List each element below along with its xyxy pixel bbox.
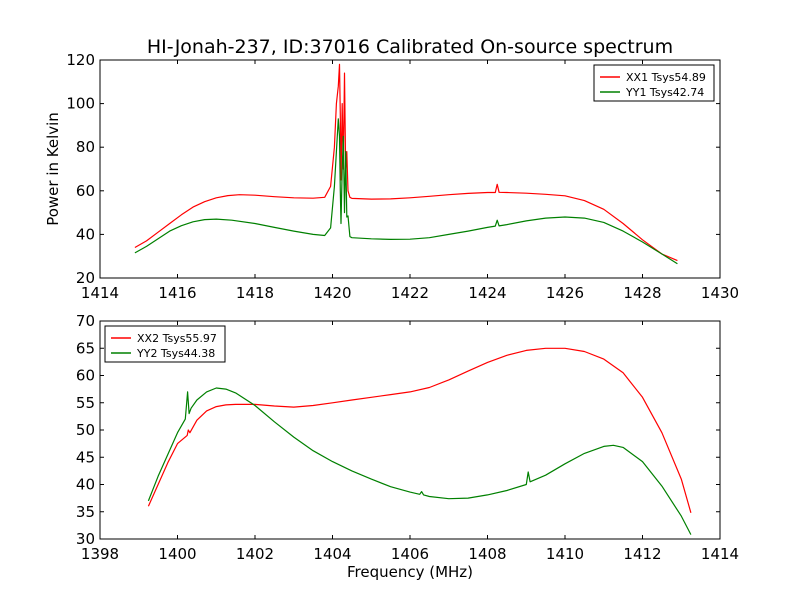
bottom-legend-label-2: YY2 Tsys44.38 xyxy=(136,347,215,360)
x-axis-label-bottom: Frequency (MHz) xyxy=(347,563,473,581)
bottom-x-tick-label: 1404 xyxy=(313,545,351,563)
top-legend-label-1: XX1 Tsys54.89 xyxy=(626,71,706,84)
top-y-tick-label: 100 xyxy=(66,95,95,113)
bottom-y-tick-label: 45 xyxy=(76,448,95,466)
top-y-tick-label: 80 xyxy=(76,138,95,156)
bottom-x-tick-label: 1398 xyxy=(81,545,119,563)
bottom-legend-box xyxy=(104,325,226,363)
top-legend: XX1 Tsys54.89 YY1 Tsys42.74 xyxy=(593,64,715,102)
top-x-tick-label: 1426 xyxy=(546,284,584,302)
top-x-tick-label: 1416 xyxy=(158,284,196,302)
top-x-tick-label: 1420 xyxy=(313,284,351,302)
bottom-y-tick-label: 70 xyxy=(76,312,95,330)
top-legend-box xyxy=(593,64,715,102)
top-y-tick-label: 120 xyxy=(66,51,95,69)
top-y-tick-label: 40 xyxy=(76,225,95,243)
top-x-tick-label: 1418 xyxy=(236,284,274,302)
bottom-x-tick-label: 1408 xyxy=(468,545,506,563)
bottom-legend-label-1: XX2 Tsys55.97 xyxy=(137,332,217,345)
bottom-y-tick-label: 40 xyxy=(76,476,95,494)
bottom-series-line-2 xyxy=(147,387,692,535)
top-spectrum-panel: 1414 1416 1418 1420 1422 1424 1426 1428 1430 20 40… xyxy=(66,51,739,302)
bottom-x-tick-label: 1406 xyxy=(391,545,429,563)
y-axis-label-top: Power in Kelvin xyxy=(44,112,62,226)
figure-title: HI-Jonah-237, ID:37016 Calibrated On-sou… xyxy=(147,36,673,58)
bottom-x-tick-label: 1402 xyxy=(236,545,274,563)
top-series-line-1 xyxy=(134,63,678,262)
bottom-y-tick-label: 35 xyxy=(76,503,95,521)
bottom-legend: XX2 Tsys55.97 YY2 Tsys44.38 xyxy=(104,325,226,363)
top-y-tick-label: 20 xyxy=(76,269,95,287)
top-y-tick-label: 60 xyxy=(76,182,95,200)
bottom-x-tick-label: 1410 xyxy=(546,545,584,563)
top-x-tick-label: 1422 xyxy=(391,284,429,302)
top-x-tick-label: 1430 xyxy=(701,284,739,302)
bottom-series-line-1 xyxy=(147,347,692,513)
top-x-tick-label: 1414 xyxy=(81,284,119,302)
top-legend-label-2: YY1 Tsys42.74 xyxy=(625,86,704,99)
bottom-y-tick-label: 65 xyxy=(76,339,95,357)
bottom-y-tick-label: 55 xyxy=(76,394,95,412)
bottom-y-tick-label: 50 xyxy=(76,421,95,439)
bottom-y-tick-label: 60 xyxy=(76,367,95,385)
bottom-x-tick-label: 1412 xyxy=(623,545,661,563)
bottom-x-tick-label: 1414 xyxy=(701,545,739,563)
bottom-y-tick-label: 30 xyxy=(76,530,95,548)
top-x-tick-label: 1424 xyxy=(468,284,506,302)
top-series-line-2 xyxy=(134,118,678,265)
bottom-x-tick-label: 1400 xyxy=(158,545,196,563)
bottom-spectrum-panel: 1398 1400 1402 1404 1406 1408 1410 1412 1414 30 35… xyxy=(76,312,739,563)
top-x-tick-label: 1428 xyxy=(623,284,661,302)
